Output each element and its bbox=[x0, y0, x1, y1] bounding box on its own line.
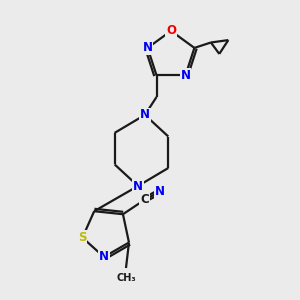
Text: O: O bbox=[166, 24, 176, 38]
Text: N: N bbox=[155, 185, 165, 198]
Text: N: N bbox=[99, 250, 109, 263]
Text: N: N bbox=[133, 179, 143, 193]
Text: N: N bbox=[142, 41, 153, 54]
Text: N: N bbox=[181, 69, 190, 82]
Text: S: S bbox=[78, 231, 87, 244]
Text: C: C bbox=[140, 193, 149, 206]
Text: CH₃: CH₃ bbox=[116, 273, 136, 284]
Text: N: N bbox=[140, 108, 150, 122]
